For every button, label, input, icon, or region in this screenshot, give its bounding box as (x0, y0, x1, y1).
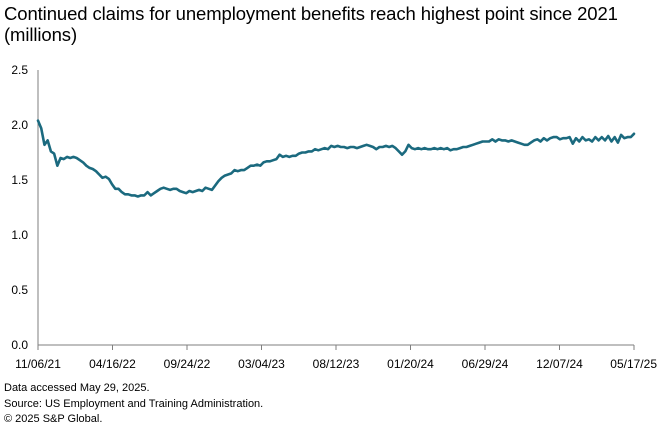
x-tick-label: 09/24/22 (164, 357, 211, 371)
copyright-note: © 2025 S&P Global. (4, 413, 103, 425)
y-tick-label: 1.5 (11, 173, 28, 187)
x-axis: 11/06/21 04/16/22 09/24/22 03/04/23 08/12/23… (15, 344, 657, 371)
y-tick-label: 1.0 (11, 228, 28, 242)
chart-title: Continued claims for unemployment benefi… (4, 3, 618, 45)
x-tick-label: 12/07/24 (536, 357, 583, 371)
x-tick-label: 03/04/23 (238, 357, 285, 371)
data-accessed-note: Data accessed May 29, 2025. (4, 382, 150, 394)
series-group (36, 119, 636, 198)
x-tick-label: 08/12/23 (313, 357, 360, 371)
x-tick-label: 06/29/24 (462, 357, 509, 371)
series-line-0 (36, 119, 636, 198)
footnotes: Data accessed May 29, 2025. Source: US E… (4, 381, 263, 428)
y-tick-label: 2.0 (11, 118, 28, 132)
x-tick-label: 11/06/21 (15, 357, 61, 371)
x-tick-label: 01/20/24 (387, 357, 434, 371)
source-note: Source: US Employment and Training Admin… (4, 397, 264, 410)
y-tick-label: 0.0 (11, 338, 28, 352)
y-tick-label: 2.5 (11, 63, 28, 77)
y-axis: 0.0 0.5 1.0 1.5 2.0 2.5 (11, 63, 39, 352)
x-tick-label: 05/17/25 (610, 357, 657, 371)
x-tick-label: 04/16/22 (89, 357, 136, 371)
y-tick-label: 0.5 (11, 283, 28, 297)
